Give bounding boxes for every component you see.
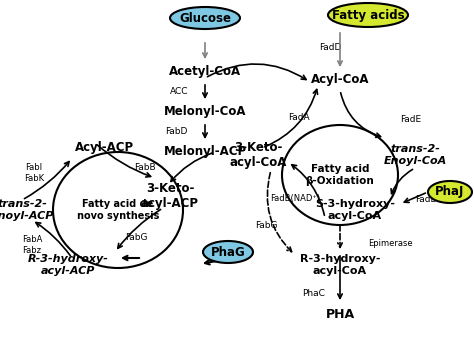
Text: R-3-hydroxy-
acyl-CoA: R-3-hydroxy- acyl-CoA (300, 254, 380, 276)
Text: FadB: FadB (415, 195, 437, 205)
Text: trans-2-
Enoyl-CoA: trans-2- Enoyl-CoA (383, 144, 447, 166)
Text: Fatty acid de
novo synthesis: Fatty acid de novo synthesis (77, 199, 159, 221)
Text: Epimerase: Epimerase (368, 240, 413, 248)
Text: PhaG: PhaG (210, 245, 246, 258)
Text: Glucose: Glucose (179, 11, 231, 25)
Text: Acetyl-CoA: Acetyl-CoA (169, 65, 241, 79)
Text: FabG: FabG (255, 220, 277, 229)
Text: FadD: FadD (319, 43, 341, 53)
Text: FabD: FabD (165, 127, 188, 136)
Text: PHA: PHA (326, 308, 355, 321)
Text: FabG: FabG (126, 234, 148, 243)
Text: FadB(NAD⁺): FadB(NAD⁺) (270, 193, 320, 203)
Ellipse shape (328, 3, 408, 27)
Text: 3-Keto-
acyl-CoA: 3-Keto- acyl-CoA (229, 141, 287, 169)
Text: ACC: ACC (170, 88, 188, 96)
Text: FabA
Fabz: FabA Fabz (22, 235, 42, 255)
Text: Melonyl-ACP: Melonyl-ACP (164, 146, 246, 158)
Text: trans-2-
Enoyl-ACP: trans-2- Enoyl-ACP (0, 199, 54, 221)
Text: FabB: FabB (134, 163, 156, 173)
Text: Fatty acid
β-Oxidation: Fatty acid β-Oxidation (306, 164, 374, 186)
Text: 3-Keto-
acyl-ACP: 3-Keto- acyl-ACP (141, 182, 199, 210)
Text: R-3-hydroxy-
acyl-ACP: R-3-hydroxy- acyl-ACP (27, 254, 109, 276)
Ellipse shape (170, 7, 240, 29)
Text: Acyl-ACP: Acyl-ACP (75, 142, 135, 154)
Text: Fatty acids: Fatty acids (332, 8, 404, 22)
Text: Acyl-CoA: Acyl-CoA (311, 73, 369, 87)
Text: FabI
FabK: FabI FabK (24, 163, 44, 183)
Text: FadA: FadA (288, 114, 310, 123)
Text: FadE: FadE (400, 116, 421, 124)
Ellipse shape (203, 241, 253, 263)
Text: PhaC: PhaC (302, 288, 325, 298)
Text: PhaJ: PhaJ (435, 185, 465, 198)
Text: S-3-hydroxy-
acyl-CoA: S-3-hydroxy- acyl-CoA (315, 199, 395, 221)
Text: Melonyl-CoA: Melonyl-CoA (164, 105, 246, 119)
Ellipse shape (428, 181, 472, 203)
